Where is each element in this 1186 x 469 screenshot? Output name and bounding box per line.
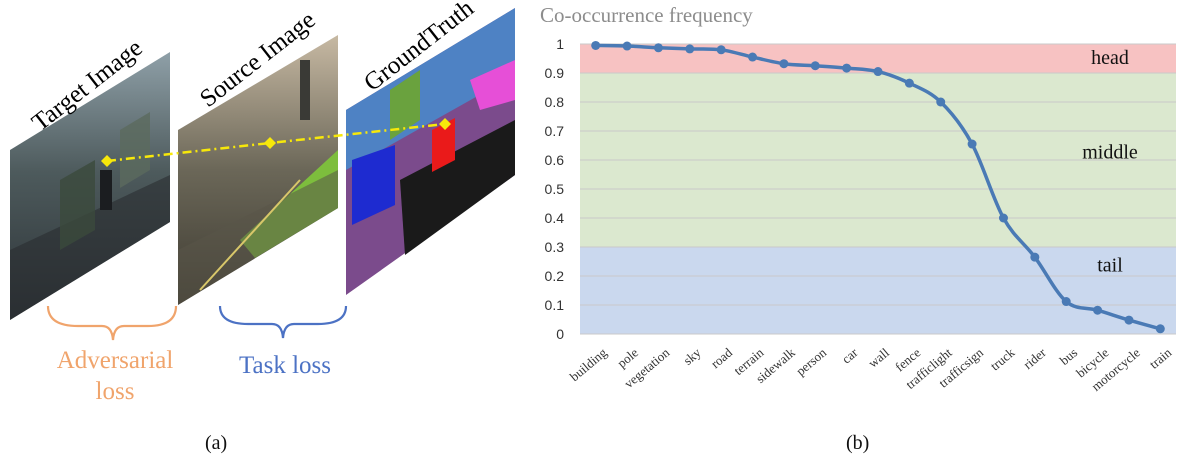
panel-a: Target Image Source Image GroundTruth Ad… [0, 0, 530, 464]
x-tick-label: train [1146, 344, 1174, 371]
y-tick-label: 0.2 [545, 268, 565, 284]
band-label-head: head [1091, 47, 1129, 69]
x-tick-label: wall [865, 345, 892, 371]
band-label-tail: tail [1097, 254, 1123, 276]
data-point [1030, 252, 1040, 262]
panel-b: 0 0.1 0.2 0.3 0.4 0.5 0.6 0.7 0.8 0.9 1 building po… [530, 0, 1186, 464]
task-brace [218, 305, 348, 339]
chart-title: Co-occurrence frequency [540, 3, 753, 27]
correspondence-line [101, 118, 451, 167]
x-tick-label: bus [1057, 345, 1080, 368]
adversarial-label-line2: loss [95, 378, 135, 406]
groundtruth-image [346, 8, 515, 295]
y-tick-label: 0.5 [545, 181, 565, 197]
adversarial-loss-label: Adversarial loss [30, 345, 200, 408]
x-tick-label: person [793, 344, 830, 378]
data-point [622, 41, 632, 51]
x-tick-label: rider [1020, 344, 1049, 372]
panel-a-illustration: Target Image Source Image GroundTruth [10, 0, 515, 341]
data-point [1093, 305, 1103, 315]
band-tail [580, 247, 1176, 334]
y-tick-label: 0.9 [545, 65, 565, 81]
data-point [967, 139, 977, 149]
data-point [1155, 324, 1165, 334]
data-point [904, 78, 914, 88]
band-label-middle: middle [1082, 141, 1138, 163]
y-tick-label: 0 [556, 326, 564, 342]
data-point [873, 67, 883, 77]
data-point [936, 97, 946, 107]
caption-a: (a) [205, 432, 228, 454]
y-tick-label: 0.7 [545, 123, 565, 139]
cooccurrence-chart: 00.10.20.30.40.50.60.70.80.91 building po… [540, 3, 1176, 394]
x-tick-label: truck [987, 344, 1017, 373]
y-tick-label: 0.8 [545, 94, 565, 110]
task-loss-label: Task loss [238, 352, 331, 379]
x-tick-label: sky [680, 344, 704, 367]
y-tick-label: 1 [556, 36, 564, 52]
y-tick-label: 0.3 [545, 239, 565, 255]
y-tick-label: 0.1 [545, 297, 565, 313]
data-point [748, 52, 758, 62]
data-point [842, 63, 852, 73]
x-tick-label: car [839, 344, 861, 366]
data-point [591, 40, 601, 50]
source-image [178, 35, 338, 305]
adversarial-brace [46, 305, 178, 341]
data-point [685, 44, 695, 54]
target-image [10, 52, 170, 320]
x-tick-label: building [567, 344, 610, 384]
data-point [810, 61, 820, 71]
data-point [1124, 315, 1134, 325]
y-tick-label: 0.6 [545, 152, 565, 168]
y-tick-label: 0.4 [545, 210, 565, 226]
data-point [716, 45, 726, 55]
data-point [653, 43, 663, 53]
data-point [1061, 297, 1071, 307]
caption-b: (b) [846, 432, 870, 454]
adversarial-label-line1: Adversarial [56, 347, 174, 374]
data-point [998, 213, 1008, 223]
data-point [779, 59, 789, 69]
